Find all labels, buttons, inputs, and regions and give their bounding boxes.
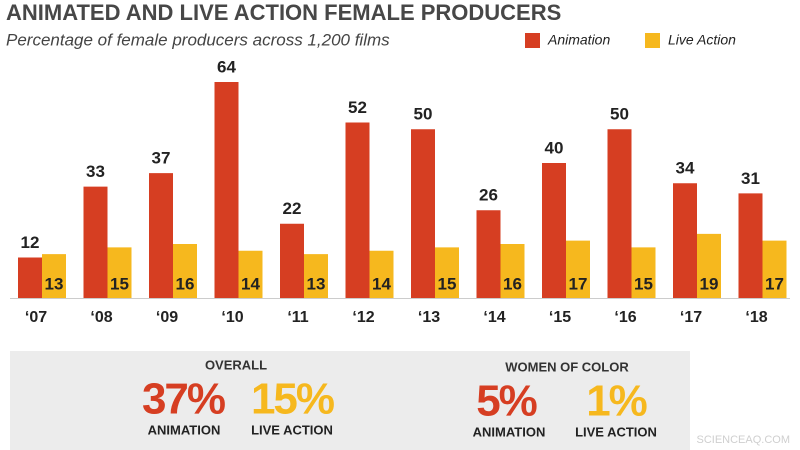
bar xyxy=(631,247,656,298)
stat-label: LIVE ACTION xyxy=(575,424,657,439)
stat-value: 5% xyxy=(476,377,536,426)
watermark: SCIENCEAQ.COM xyxy=(696,434,790,446)
summary-panel xyxy=(10,351,690,450)
x-tick-label: ‘18 xyxy=(745,309,767,326)
value-label: 50 xyxy=(610,105,629,124)
bar xyxy=(566,240,590,298)
x-tick-label: ‘11 xyxy=(287,309,308,326)
bar xyxy=(697,233,721,298)
legend-label: Live Action xyxy=(668,32,736,48)
x-tick-label: ‘14 xyxy=(483,309,505,326)
x-tick-label: ‘15 xyxy=(549,309,571,326)
value-label: 26 xyxy=(479,186,498,205)
stat-label: ANIMATION xyxy=(473,424,546,439)
stat-label: ANIMATION xyxy=(148,422,221,437)
value-label: 34 xyxy=(676,159,695,178)
bar xyxy=(345,122,370,298)
bar xyxy=(304,254,328,298)
x-tick-label: ‘12 xyxy=(352,309,374,326)
x-tick-label: ‘16 xyxy=(614,309,636,326)
value-label: 16 xyxy=(503,274,522,293)
value-label: 14 xyxy=(241,274,260,293)
bar xyxy=(173,244,197,298)
bar xyxy=(738,193,763,298)
panel-title: OVERALL xyxy=(205,357,267,372)
bar xyxy=(42,254,66,298)
bar xyxy=(435,247,459,298)
legend-swatch xyxy=(645,33,660,48)
panel-title: WOMEN OF COLOR xyxy=(505,359,629,374)
value-label: 33 xyxy=(86,162,105,181)
chart-subtitle: Percentage of female producers across 1,… xyxy=(6,30,390,49)
stat-label: LIVE ACTION xyxy=(251,422,333,437)
value-label: 15 xyxy=(110,274,129,293)
bar xyxy=(476,210,501,298)
bar xyxy=(18,257,42,298)
value-label: 16 xyxy=(176,274,195,293)
value-label: 22 xyxy=(283,199,302,218)
bar xyxy=(214,82,239,298)
value-label: 15 xyxy=(634,274,653,293)
x-tick-label: ‘17 xyxy=(680,309,702,326)
value-label: 12 xyxy=(21,233,40,252)
bar xyxy=(83,186,108,298)
value-label: 19 xyxy=(700,274,719,293)
bar xyxy=(149,173,173,298)
bar xyxy=(238,250,263,298)
legend-swatch xyxy=(525,33,540,48)
stat-value: 1% xyxy=(586,377,646,426)
bar xyxy=(542,163,566,298)
bar xyxy=(673,183,697,298)
bar xyxy=(411,129,435,298)
value-label: 64 xyxy=(217,57,236,76)
bar xyxy=(369,250,394,298)
x-tick-label: ‘09 xyxy=(156,309,178,326)
value-label: 17 xyxy=(569,274,588,293)
chart-title: ANIMATED AND LIVE ACTION FEMALE PRODUCER… xyxy=(6,0,561,25)
legend-label: Animation xyxy=(547,32,610,48)
x-tick-label: ‘07 xyxy=(25,309,47,326)
value-label: 31 xyxy=(741,169,760,188)
value-label: 13 xyxy=(307,274,326,293)
value-label: 40 xyxy=(545,138,564,157)
bar xyxy=(280,223,304,298)
bar xyxy=(607,129,632,298)
bar xyxy=(500,244,525,298)
x-tick-label: ‘10 xyxy=(221,309,243,326)
value-label: 13 xyxy=(45,274,64,293)
bar xyxy=(762,240,787,298)
stat-value: 15% xyxy=(251,375,334,424)
x-tick-label: ‘13 xyxy=(418,309,440,326)
x-tick-label: ‘08 xyxy=(90,309,112,326)
value-label: 50 xyxy=(414,105,433,124)
value-label: 52 xyxy=(348,98,367,117)
value-label: 37 xyxy=(152,149,171,168)
stat-value: 37% xyxy=(142,375,225,424)
value-label: 15 xyxy=(438,274,457,293)
bar xyxy=(107,247,132,298)
value-label: 17 xyxy=(765,274,784,293)
value-label: 14 xyxy=(372,274,391,293)
